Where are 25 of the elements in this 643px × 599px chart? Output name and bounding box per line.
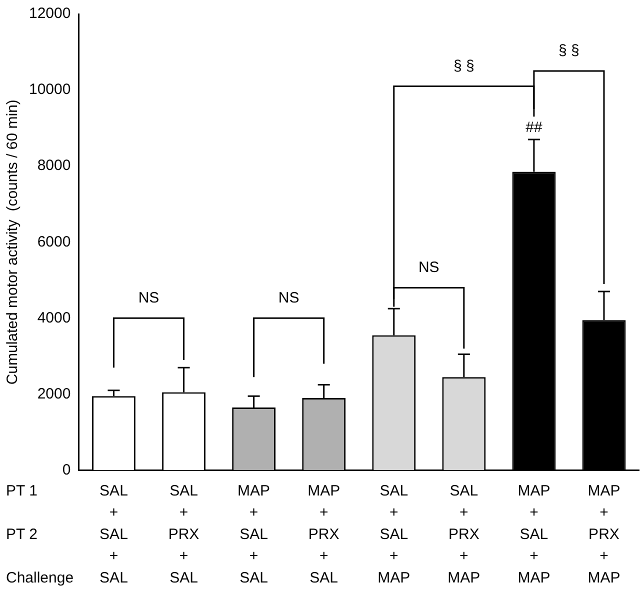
text: PT 1: [6, 482, 38, 500]
x-tick-label: SAL + SAL + MAP: [378, 482, 410, 586]
y-tick-label: 4000: [37, 309, 71, 326]
annotation: NS: [278, 289, 300, 306]
x-tick-label: MAP + PRX + SAL: [308, 482, 340, 586]
x-tick-label: MAP + SAL + SAL: [238, 482, 270, 586]
text: PT 2: [6, 526, 38, 543]
x-tick-label: MAP + PRX + MAP: [588, 482, 620, 586]
annotation: ##: [526, 119, 543, 136]
x-tick-label: SAL + PRX + MAP: [448, 482, 480, 586]
y-tick-label: 12000: [28, 5, 71, 22]
annotation: § §: [558, 42, 580, 60]
y-tick-label: 6000: [37, 233, 71, 250]
annotation: NS: [138, 289, 160, 306]
y-tick-label: 10000: [28, 81, 71, 98]
y-tick-label: 8000: [37, 157, 71, 174]
annotation: § §: [453, 57, 474, 74]
x-tick-label: SAL + PRX + SAL: [168, 482, 200, 586]
annotation: NS: [418, 258, 440, 276]
y-axis-title: Cumulated motor activity (counts / 60 min): [4, 100, 22, 385]
text: Challenge: [6, 569, 74, 586]
y-tick-label: 0: [62, 461, 71, 478]
x-tick-label: MAP + SAL + MAP: [518, 482, 550, 586]
x-tick-label: SAL + SAL + SAL: [100, 482, 128, 586]
y-tick-label: 2000: [37, 385, 71, 402]
